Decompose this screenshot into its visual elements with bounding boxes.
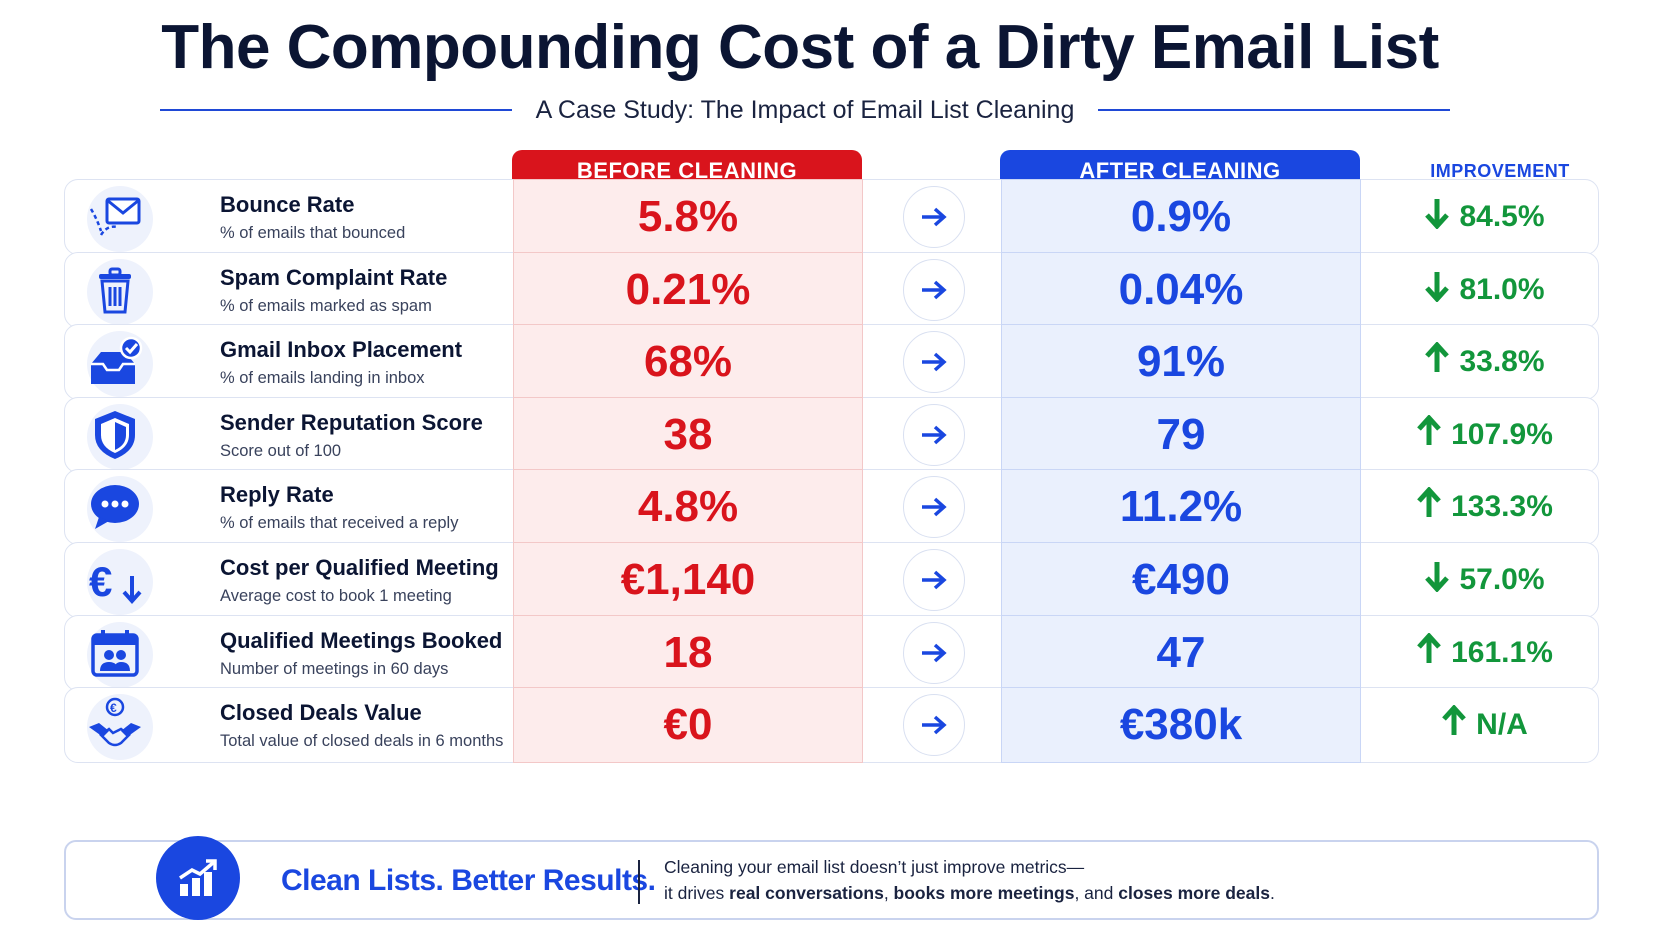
- improvement-value: 107.9%: [1385, 398, 1585, 472]
- improvement-percent: N/A: [1476, 708, 1528, 741]
- improvement-percent: 161.1%: [1451, 636, 1553, 669]
- page-title: The Compounding Cost of a Dirty Email Li…: [161, 13, 1439, 82]
- improvement-percent: 81.0%: [1459, 273, 1545, 306]
- improvement-value: 161.1%: [1385, 616, 1585, 690]
- after-value: 0.9%: [1001, 179, 1361, 255]
- page-subtitle: A Case Study: The Impact of Email List C…: [535, 95, 1075, 124]
- metric-description: % of emails landing in inbox: [220, 369, 425, 387]
- metric-name: Cost per Qualified Meeting: [220, 555, 499, 580]
- before-value: €1,140: [513, 542, 863, 618]
- before-value: 5.8%: [513, 179, 863, 255]
- metric-row: € Cost per Qualified Meeting Average cost …: [64, 542, 1599, 618]
- arrow-up-icon: [1417, 414, 1441, 455]
- before-value: 68%: [513, 324, 863, 400]
- arrow-down-icon: [1425, 560, 1450, 600]
- arrow-right-icon: [903, 259, 965, 321]
- improvement-value: 57.0%: [1385, 543, 1585, 617]
- shield-icon: [75, 402, 155, 470]
- metric-name: Spam Complaint Rate: [220, 265, 448, 290]
- improvement-percent: 57.0%: [1459, 563, 1545, 596]
- footer-divider: [638, 860, 640, 904]
- metric-row: Gmail Inbox Placement % of emails landing…: [64, 324, 1599, 400]
- arrow-up-icon: [1417, 486, 1441, 527]
- metric-name: Gmail Inbox Placement: [220, 337, 463, 362]
- arrow-down-icon: [1425, 197, 1450, 237]
- arrow-right-icon: [903, 476, 965, 538]
- before-value: 38: [513, 397, 863, 473]
- after-value: 79: [1001, 397, 1361, 473]
- footer-banner: Clean Lists. Better Results. Cleaning yo…: [64, 836, 1599, 920]
- metric-description: Average cost to book 1 meeting: [220, 587, 452, 605]
- after-value: 0.04%: [1001, 252, 1361, 328]
- footer-message: Cleaning your email list doesn’t just im…: [664, 854, 1275, 906]
- arrow-down-icon: [1425, 270, 1450, 310]
- improvement-value: 84.5%: [1385, 180, 1585, 254]
- improvement-column-header: IMPROVEMENT: [1430, 160, 1570, 181]
- after-value: €380k: [1001, 687, 1361, 763]
- metric-name: Sender Reputation Score: [220, 410, 483, 435]
- handshake-euro-icon: €: [75, 692, 155, 760]
- chat-bubble-icon: [75, 474, 155, 542]
- improvement-percent: 33.8%: [1459, 345, 1545, 378]
- metric-row: Qualified Meetings Booked Number of meeti…: [64, 615, 1599, 691]
- metric-row: Spam Complaint Rate % of emails marked as…: [64, 252, 1599, 328]
- footer-line-2: it drives real conversations, books more…: [664, 883, 1275, 903]
- calendar-people-icon: [75, 620, 155, 688]
- before-value: 18: [513, 615, 863, 691]
- metric-description: % of emails that bounced: [220, 224, 406, 242]
- after-value: €490: [1001, 542, 1361, 618]
- metric-description: Number of meetings in 60 days: [220, 660, 449, 678]
- improvement-percent: 133.3%: [1451, 490, 1553, 523]
- metric-description: Score out of 100: [220, 442, 342, 460]
- subtitle-rule-left: [160, 109, 512, 111]
- footer-emphasis-3: closes more deals: [1118, 883, 1270, 903]
- improvement-percent: 107.9%: [1451, 418, 1553, 451]
- before-value: €0: [513, 687, 863, 763]
- arrow-up-icon: [1442, 704, 1467, 745]
- after-value: 11.2%: [1001, 469, 1361, 545]
- footer-line-1: Cleaning your email list doesn’t just im…: [664, 857, 1085, 877]
- improvement-value: 133.3%: [1385, 470, 1585, 544]
- arrow-up-icon: [1425, 341, 1450, 382]
- arrow-right-icon: [903, 186, 965, 248]
- subtitle-bar: A Case Study: The Impact of Email List C…: [160, 92, 1451, 128]
- metric-row: Reply Rate % of emails that received a re…: [64, 469, 1599, 545]
- metric-name: Bounce Rate: [220, 192, 355, 217]
- arrow-up-icon: [1417, 632, 1441, 673]
- euro-down-icon: €: [75, 547, 155, 615]
- arrow-right-icon: [903, 404, 965, 466]
- arrow-right-icon: [903, 622, 965, 684]
- inbox-check-icon: [75, 329, 155, 397]
- arrow-right-icon: [903, 331, 965, 393]
- metric-description: Total value of closed deals in 6 months: [220, 732, 504, 750]
- growth-chart-icon: [156, 836, 240, 920]
- trash-icon: [75, 257, 155, 325]
- metric-name: Closed Deals Value: [220, 700, 422, 725]
- after-value: 91%: [1001, 324, 1361, 400]
- footer-tagline: Clean Lists. Better Results.: [281, 864, 656, 897]
- svg-text:€: €: [110, 701, 117, 715]
- envelope-icon: [75, 184, 155, 252]
- before-value: 0.21%: [513, 252, 863, 328]
- arrow-right-icon: [903, 694, 965, 756]
- footer-emphasis-2: books more meetings: [893, 883, 1075, 903]
- arrow-right-icon: [903, 549, 965, 611]
- metric-name: Qualified Meetings Booked: [220, 628, 503, 653]
- footer-emphasis-1: real conversations: [729, 883, 884, 903]
- improvement-value: 81.0%: [1385, 253, 1585, 327]
- metric-name: Reply Rate: [220, 482, 334, 507]
- metric-row: € Closed Deals Value Total value of closed…: [64, 687, 1599, 763]
- improvement-percent: 84.5%: [1459, 200, 1545, 233]
- svg-text:€: €: [89, 558, 112, 605]
- improvement-value: 33.8%: [1385, 325, 1585, 399]
- metric-description: % of emails marked as spam: [220, 297, 432, 315]
- after-value: 47: [1001, 615, 1361, 691]
- subtitle-rule-right: [1098, 109, 1451, 111]
- improvement-value: N/A: [1385, 688, 1585, 762]
- metric-description: % of emails that received a reply: [220, 514, 459, 532]
- metric-row: Sender Reputation Score Score out of 100 3…: [64, 397, 1599, 473]
- before-value: 4.8%: [513, 469, 863, 545]
- metric-row: Bounce Rate % of emails that bounced 5.8% 0…: [64, 179, 1599, 255]
